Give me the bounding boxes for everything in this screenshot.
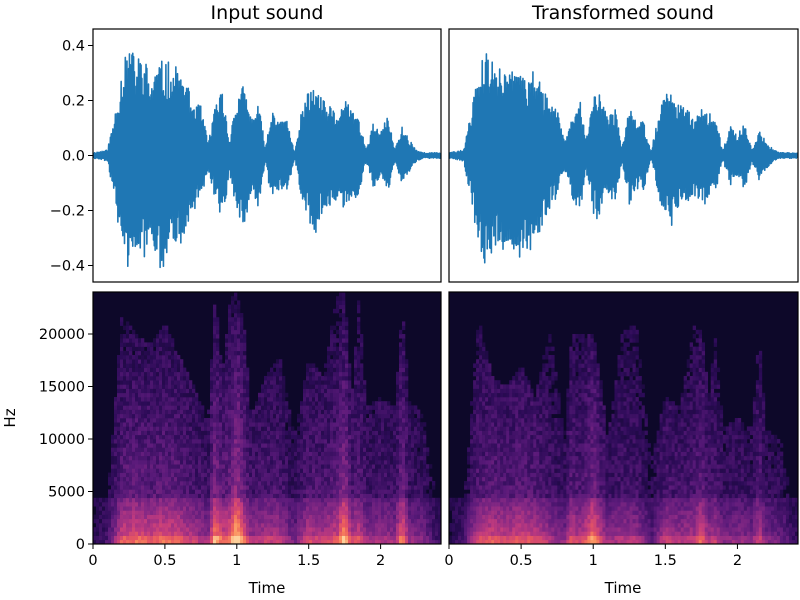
y-tick-label: −0.2 — [50, 204, 85, 220]
y-tick-label: 0.2 — [62, 94, 85, 110]
transformed-waveform-panel — [448, 28, 799, 283]
x-tick-label: 0 — [444, 553, 453, 569]
x-tick-label: 1 — [589, 553, 598, 569]
input-spectrogram-xlabel: Time — [248, 579, 286, 597]
waveform-trace — [93, 52, 441, 269]
y-tick-label: 5000 — [48, 485, 85, 501]
y-tick-label: 0 — [76, 537, 85, 553]
x-tick-label: 1 — [232, 553, 241, 569]
x-tick-label: 0 — [88, 553, 97, 569]
y-tick-label: 0.0 — [62, 149, 85, 165]
y-tick-label: 10000 — [39, 432, 85, 448]
spectrogram-cells — [93, 292, 441, 544]
axes-frame — [448, 28, 799, 283]
waveform-trace — [449, 53, 798, 264]
x-tick-label: 1.5 — [297, 553, 320, 569]
input-spectrogram-panel: 0 0.5 1 1.5 2 0 5000 10000 15000 20000 — [39, 291, 442, 569]
transformed-spectrogram-panel: 0 0.5 1 1.5 2 — [444, 291, 799, 569]
axes-frame — [448, 291, 799, 545]
axes-frame — [92, 291, 442, 545]
transformed-spectrogram-xlabel: Time — [604, 579, 642, 597]
input-waveform-panel: 0.4 0.2 0.0 −0.2 −0.4 — [50, 28, 442, 283]
x-tick-label: 0.5 — [510, 553, 533, 569]
y-tick-label: −0.4 — [50, 259, 85, 275]
input-sound-title: Input sound — [211, 2, 324, 24]
spectrogram-ylabel: Hz — [1, 408, 19, 427]
transformed-sound-title: Transformed sound — [531, 2, 714, 24]
x-tick-label: 2 — [376, 553, 385, 569]
x-tick-label: 2 — [733, 553, 742, 569]
x-tick-label: 1.5 — [654, 553, 677, 569]
y-tick-label: 0.4 — [62, 39, 85, 55]
y-tick-label: 15000 — [39, 380, 85, 396]
y-tick-label: 20000 — [39, 327, 85, 343]
spectrogram-cells — [449, 325, 798, 544]
x-tick-label: 0.5 — [153, 553, 176, 569]
